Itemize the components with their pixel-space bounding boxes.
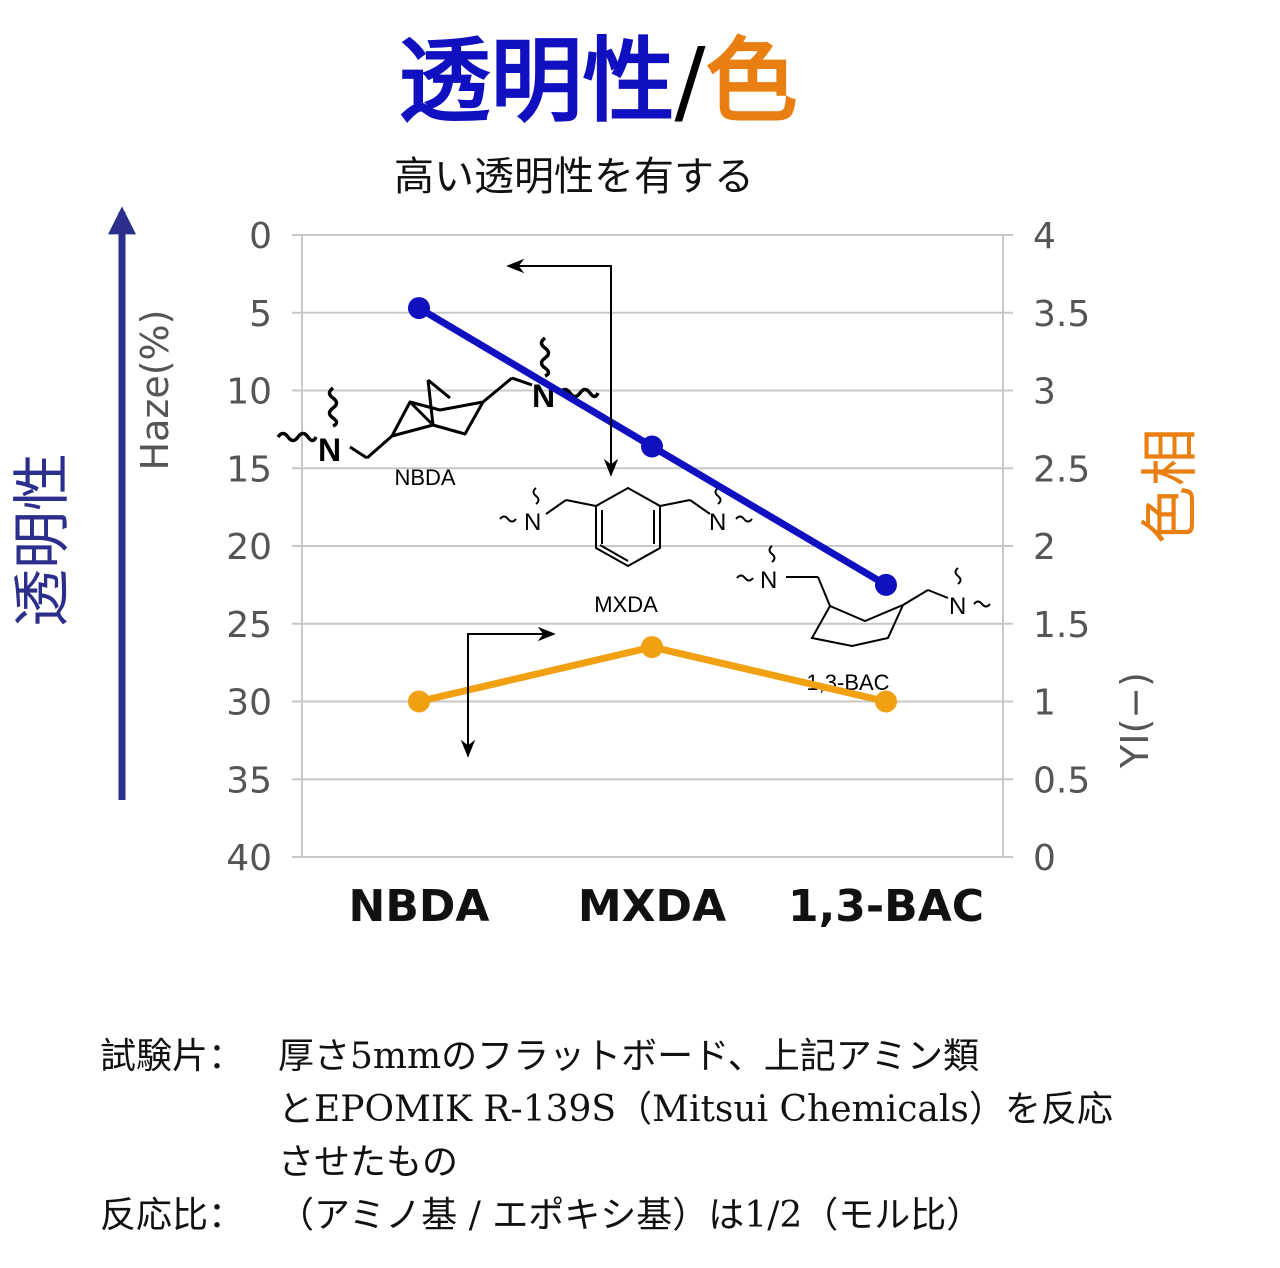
y2-tick-label: 2 [1033,527,1056,568]
y-tick-labels: 0 5 10 15 20 25 30 35 40 [226,216,272,879]
notes-block: 試験片： 厚さ5mmのフラットボード、上記アミン類 とEPOMIK R-139S… [100,1030,1260,1242]
y-tick-label: 35 [226,760,272,801]
bac-structure [736,545,991,648]
ratio-row: 反応比： （アミノ基 / エポキシ基）は1/2（モル比） [100,1189,1260,1242]
y2-tick-label: 4 [1033,216,1056,257]
y-axis-label: Haze(%) [133,310,177,471]
data-point-yi [408,690,430,713]
category-labels: NBDA MXDA 1,3-BAC [349,881,985,932]
y2-tick-label: 1.5 [1033,605,1090,646]
data-point-haze [641,435,663,458]
category-label: NBDA [349,881,490,932]
ratio-text: （アミノ基 / エポキシ基）は1/2（モル比） [278,1195,983,1236]
specimen-row-2: とEPOMIK R-139S（Mitsui Chemicals）を反応 [100,1083,1260,1136]
nbda-n1: N [318,432,341,468]
y2-tick-labels: 4 3.5 3 2.5 2 1.5 1 0.5 0 [1033,216,1090,879]
ratio-label: 反応比： [100,1195,245,1236]
y-tick-label: 15 [226,449,272,490]
category-label: 1,3-BAC [788,881,984,932]
y2-tick-label: 0.5 [1033,760,1090,801]
y-tick-label: 0 [249,216,272,257]
y2-tick-label: 1 [1033,683,1056,724]
series-layer [408,297,897,713]
specimen-line2: とEPOMIK R-139S（Mitsui Chemicals）を反応 [278,1089,1113,1130]
yi-axis-pointer [467,626,556,756]
left-side-label: 透明性 [8,453,76,627]
mxda-structure [499,486,753,568]
y-tick-label: 25 [226,605,272,646]
bac-n2: N [949,593,966,620]
y2-tick-label: 0 [1033,838,1056,879]
specimen-line1: 厚さ5mmのフラットボード、上記アミン類 [278,1036,980,1077]
data-point-haze [408,297,430,320]
mxda-label: MXDA [594,592,658,617]
bac-n1: N [760,567,777,594]
data-point-yi [641,636,663,659]
haze-axis-pointer [506,258,612,447]
y2-tick-label: 3 [1033,372,1056,413]
mxda-n1: N [524,509,541,536]
title-slash: / [675,28,706,135]
y2-axis-label: YI(−) [1113,672,1157,769]
title-color: 色 [706,28,798,135]
category-label: MXDA [578,881,726,932]
data-point-haze [875,573,897,596]
title-transparency: 透明性 [398,28,674,135]
specimen-label: 試験片： [100,1036,245,1077]
y-tick-label: 40 [226,838,272,879]
chart-title: 透明性/色 [398,28,797,135]
nbda-structure [276,336,600,460]
y-tick-label: 20 [226,527,272,568]
specimen-line3: させたもの [278,1142,459,1183]
nbda-label: NBDA [394,465,455,490]
right-side-label: 色相 [1136,428,1204,544]
chart-subtitle: 高い透明性を有する [394,154,754,200]
y-tick-label: 10 [226,372,272,413]
specimen-row: 試験片： 厚さ5mmのフラットボード、上記アミン類 [100,1030,1260,1083]
y2-tick-label: 2.5 [1033,449,1090,490]
y-tick-label: 30 [226,683,272,724]
y-tick-label: 5 [249,294,272,335]
grid-lines [292,234,1013,858]
y2-tick-label: 3.5 [1033,294,1090,335]
specimen-row-3: させたもの [100,1136,1260,1189]
mxda-n2: N [709,509,726,536]
data-point-yi [875,690,897,713]
chart-figure: 透明性/色 高い透明性を有する 透明性 色相 Haze(%) YI(−) 051… [8,28,1204,932]
